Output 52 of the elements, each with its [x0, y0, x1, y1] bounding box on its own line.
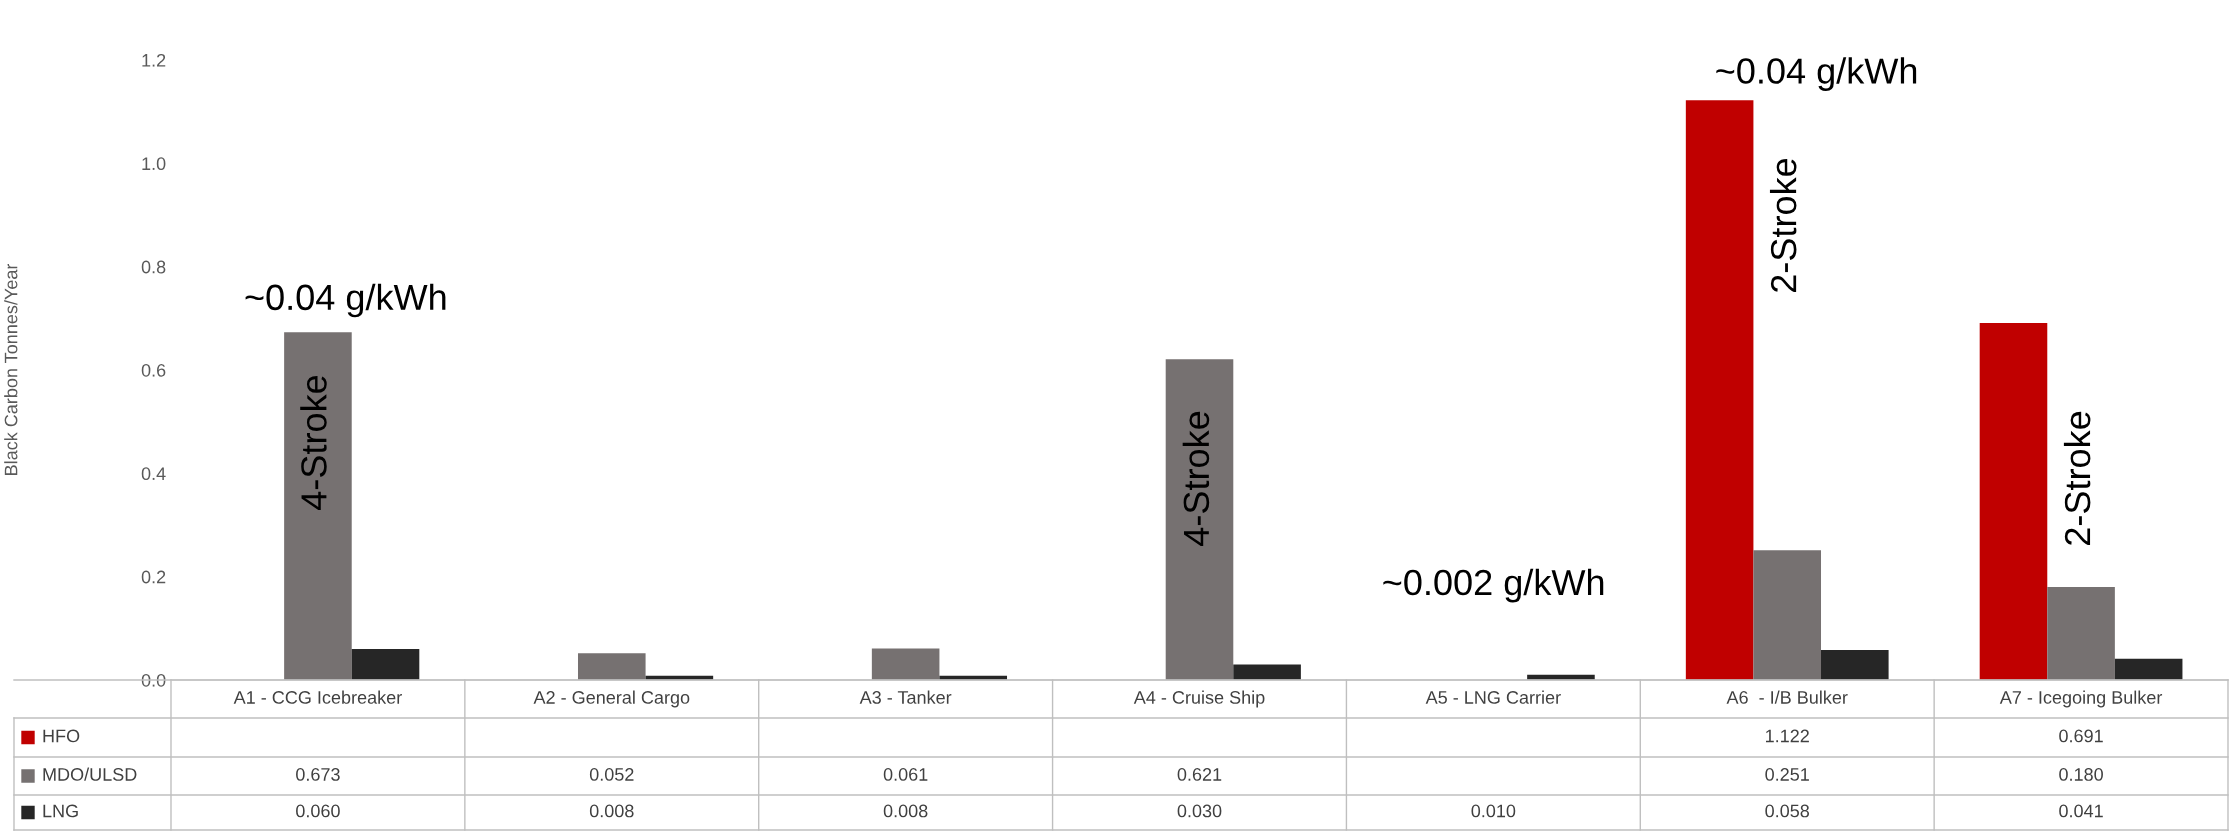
bar: [1821, 650, 1889, 680]
bar: [577, 653, 646, 680]
data-label: 0.061: [883, 768, 928, 781]
y-tick-label: 1.2: [142, 53, 166, 67]
data-label: 0.180: [2059, 768, 2103, 781]
y-axis-title: Black Carbon Tonnes/Year: [4, 263, 18, 475]
data-label: 0.041: [2059, 804, 2103, 818]
bar: [1165, 359, 1234, 680]
bar: [1753, 550, 1822, 680]
data-label: 0.673: [296, 768, 340, 781]
data-label: 1.122: [1766, 729, 1809, 743]
bar: [284, 332, 352, 680]
data-label: 0.008: [883, 804, 928, 818]
legend-label: LNG: [43, 804, 78, 818]
annotation: 2-Stroke: [2063, 411, 2091, 545]
x-tick-label: A5 - LNG Carrier: [1425, 690, 1561, 704]
x-tick-label: A2 - General Cargo: [533, 690, 690, 708]
data-label: 0.621: [1177, 768, 1222, 781]
x-tick-label: A7 - Icegoing Bulker: [1999, 690, 2163, 708]
x-tick-label: A6 - I/B Bulker: [1726, 690, 1848, 704]
bar: [351, 649, 420, 680]
data-label: 0.058: [1765, 804, 1810, 818]
legend-label: MDO/ULSD: [43, 767, 137, 781]
x-tick-label: A4 - Cruise Ship: [1133, 690, 1265, 708]
y-tick-label: 0.2: [141, 570, 166, 584]
data-label: 0.691: [2059, 729, 2103, 743]
annotation: 4-Stroke: [300, 375, 327, 510]
data-label: 0.010: [1471, 804, 1516, 818]
bar: [2047, 587, 2115, 680]
data-label: 0.008: [589, 804, 634, 818]
legend-label: HFO: [43, 729, 80, 743]
data-label: 0.060: [296, 804, 340, 818]
data-label: 0.030: [1177, 804, 1222, 818]
y-tick-label: 0.0: [141, 673, 166, 687]
bar: [871, 648, 940, 680]
y-tick-label: 1.0: [142, 157, 166, 171]
annotation: ~0.04 g/kWh: [1716, 57, 1917, 91]
annotation: ~0.04 g/kWh: [245, 283, 446, 318]
x-tick-label: A1 - CCG Icebreaker: [233, 690, 402, 704]
data-label: 0.251: [1765, 768, 1809, 781]
annotation: ~0.002 g/kWh: [1383, 568, 1604, 603]
annotation: 4-Stroke: [1182, 411, 1210, 546]
bar: [1233, 664, 1301, 680]
bar: [1979, 322, 2048, 680]
bar: [1685, 100, 1754, 680]
bar: [2114, 658, 2183, 680]
data-label: 0.052: [589, 768, 634, 781]
y-tick-label: 0.6: [141, 363, 166, 377]
x-tick-label: A3 - Tanker: [859, 690, 952, 704]
y-tick-label: 0.8: [141, 260, 166, 274]
annotation: 2-Stroke: [1769, 158, 1797, 292]
y-tick-label: 0.4: [141, 467, 166, 481]
